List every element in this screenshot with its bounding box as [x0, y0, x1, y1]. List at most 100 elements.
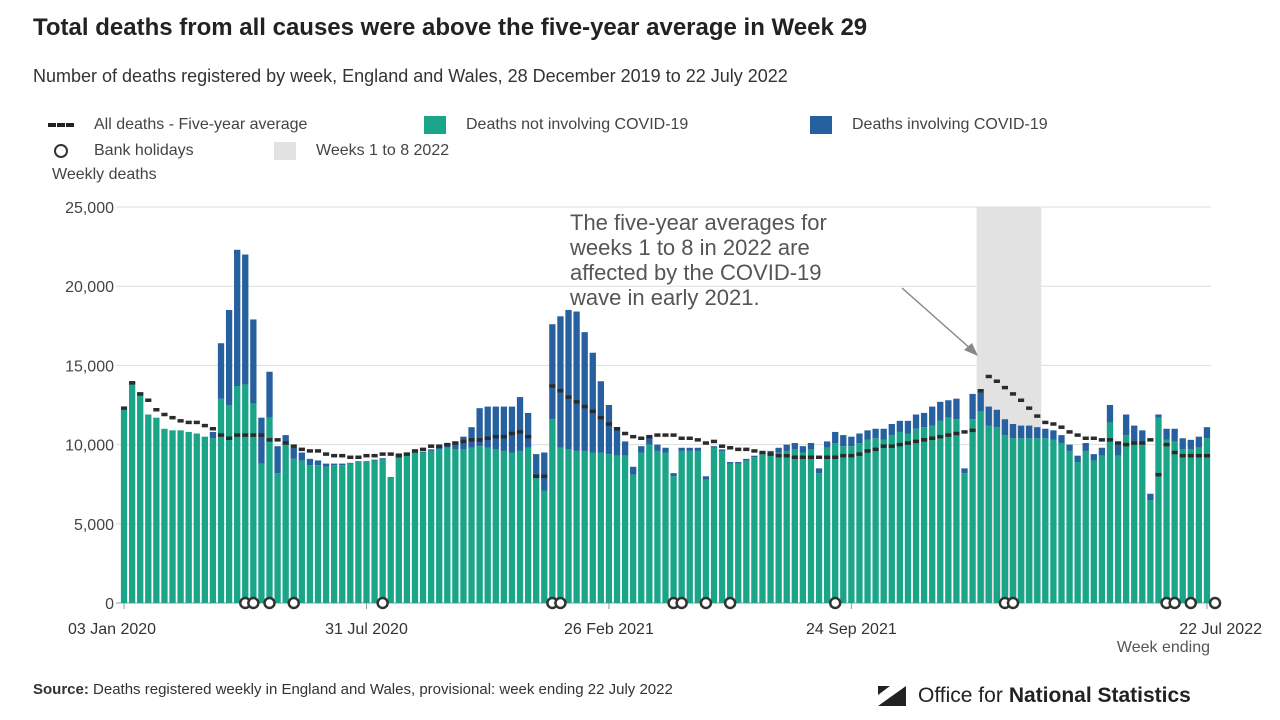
bar-covid: [1082, 443, 1089, 451]
circle-icon: [54, 144, 68, 158]
bar-covid: [573, 311, 580, 451]
bar-covid: [1098, 447, 1106, 456]
bar-not-covid: [145, 414, 152, 603]
bar-not-covid: [646, 444, 653, 603]
bar-not-covid: [258, 463, 265, 603]
bar-not-covid: [1203, 438, 1211, 603]
bar-covid: [322, 463, 330, 467]
bar-not-covid: [743, 460, 750, 603]
bar-covid: [888, 424, 895, 436]
bar-not-covid: [201, 436, 209, 603]
bar-not-covid: [686, 450, 693, 603]
bar-covid: [500, 406, 508, 451]
bar-covid: [718, 449, 726, 451]
bar-covid: [1114, 444, 1122, 456]
y-tick-label: 10,000: [65, 438, 114, 455]
bar-covid: [1179, 438, 1186, 450]
bar-covid: [419, 451, 427, 453]
bar-covid: [258, 417, 265, 464]
bank-holiday-marker: [699, 596, 713, 610]
bar-covid: [791, 443, 798, 450]
bar-covid: [331, 463, 338, 466]
bar-covid: [646, 436, 653, 445]
bar-covid: [751, 455, 758, 458]
bar-not-covid: [306, 465, 314, 603]
bar-not-covid: [274, 473, 281, 603]
bank-holiday-marker: [1208, 596, 1222, 610]
bar-covid: [516, 397, 524, 451]
bar-not-covid: [419, 452, 427, 603]
bar-not-covid: [460, 449, 467, 603]
bar-covid: [856, 433, 863, 444]
bar-covid: [872, 428, 879, 439]
bar-not-covid: [1139, 444, 1146, 603]
bar-covid: [492, 406, 499, 450]
bar-not-covid: [1001, 435, 1009, 603]
bar-not-covid: [751, 457, 758, 603]
bank-holiday-marker: [675, 596, 688, 610]
legend-item-shaded-weeks: Weeks 1 to 8 2022: [274, 142, 449, 160]
bar-not-covid: [815, 473, 823, 603]
bar-not-covid: [427, 450, 435, 603]
bar-covid: [727, 462, 734, 464]
x-axis-label: Week ending: [1117, 639, 1210, 656]
bar-covid: [468, 427, 475, 448]
bar-not-covid: [880, 439, 887, 603]
bar-covid: [1074, 455, 1081, 463]
bar-not-covid: [581, 450, 588, 603]
bar-not-covid: [735, 463, 742, 603]
bar-chart: 0 5,000 10,000 15,000 20,000 25,000 03 Jan 202…: [65, 200, 1262, 656]
bar-covid: [209, 431, 217, 439]
bar-not-covid: [1090, 460, 1097, 603]
bar-not-covid: [589, 452, 596, 603]
y-tick-label: 25,000: [65, 200, 114, 217]
bar-covid: [880, 428, 887, 440]
bar-not-covid: [1114, 455, 1122, 603]
bar-covid: [993, 409, 1000, 428]
bar-not-covid: [339, 465, 346, 603]
bar-not-covid: [508, 452, 516, 603]
bar-not-covid: [1082, 450, 1089, 603]
bar-not-covid: [1098, 455, 1106, 603]
x-tick-label: 22 Jul 2022: [1179, 621, 1262, 638]
bar-covid: [250, 319, 257, 404]
bank-holiday-marker: [828, 596, 842, 610]
bar-not-covid: [985, 425, 992, 603]
annotation-text: The five-year averages for weeks 1 to 8 i…: [569, 210, 827, 310]
bar-not-covid: [363, 462, 370, 603]
bar-covid: [920, 412, 928, 428]
bank-holiday-marker: [263, 596, 276, 610]
bar-covid: [589, 352, 596, 453]
bar-not-covid: [823, 447, 831, 603]
bar-covid: [306, 458, 314, 466]
bar-covid: [1187, 439, 1194, 450]
bar-not-covid: [1074, 462, 1081, 603]
bar-covid: [1090, 454, 1097, 461]
bar-covid: [799, 446, 807, 453]
bar-not-covid: [1058, 443, 1065, 603]
bar-not-covid: [234, 385, 241, 603]
bar-covid: [678, 447, 685, 451]
bar-covid: [775, 447, 782, 453]
bar-covid: [961, 468, 968, 474]
legend-item-bank-holidays: Bank holidays: [48, 142, 194, 160]
x-tick-label: 24 Sep 2021: [806, 621, 897, 638]
green-swatch-icon: [424, 116, 446, 134]
bar-not-covid: [953, 419, 960, 603]
bar-covid: [1017, 425, 1025, 439]
bar-not-covid: [977, 411, 984, 603]
bar-covid: [1203, 427, 1211, 439]
bar-covid: [937, 401, 944, 421]
bar-not-covid: [1195, 447, 1203, 603]
bar-not-covid: [872, 438, 879, 603]
bar-covid: [945, 400, 952, 418]
bar-not-covid: [1179, 449, 1186, 603]
source-label: Source:: [33, 681, 89, 698]
bar-not-covid: [670, 476, 677, 603]
bar-not-covid: [848, 446, 855, 603]
bar-not-covid: [169, 430, 176, 603]
bar-covid: [379, 458, 386, 459]
bar-not-covid: [387, 477, 394, 603]
bar-covid: [686, 447, 693, 451]
bar-covid: [581, 332, 588, 451]
